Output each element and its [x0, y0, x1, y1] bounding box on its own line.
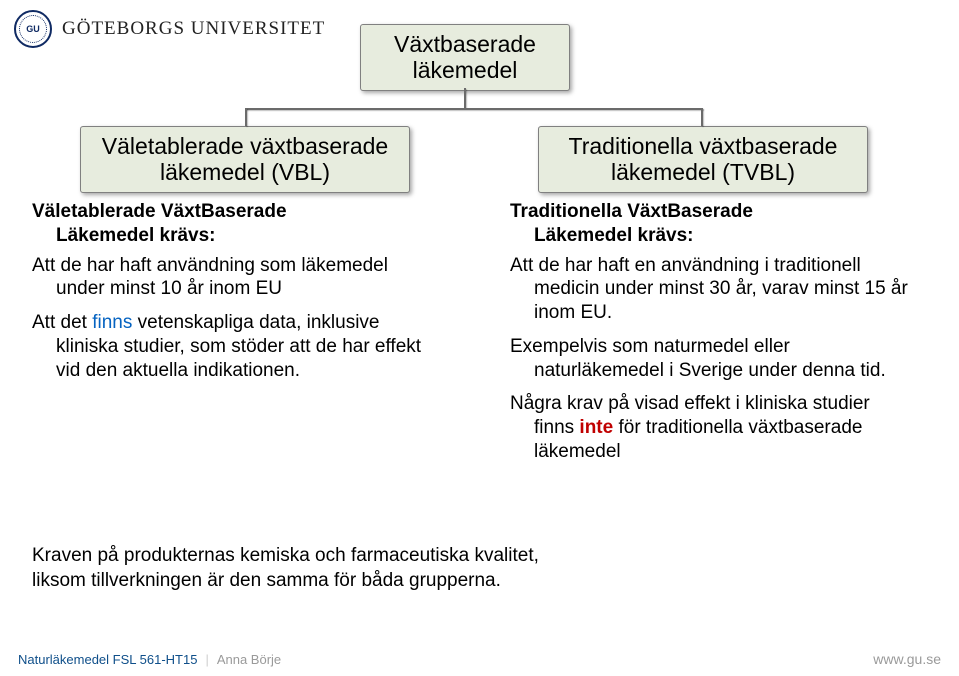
vbl-req-1: Att de har haft användning som läkemedel…	[32, 254, 432, 302]
vbl-req-2: Att det finns vetenskapliga data, inklus…	[32, 311, 432, 382]
vbl-req-2-finns: finns	[92, 312, 132, 333]
bottom-note-l2: liksom tillverkningen är den samma för b…	[32, 570, 501, 591]
diagram-box-tvbl-line2: läkemedel (TVBL)	[553, 159, 853, 185]
diagram-box-root-line1: Växtbaserade	[375, 31, 555, 57]
seal-initials: GU	[26, 24, 40, 34]
tvbl-heading-l1: Traditionella VäxtBaserade	[510, 201, 753, 222]
diagram-box-vbl-line1: Väletablerade växtbaserade	[95, 133, 395, 159]
diagram-box-root-line2: läkemedel	[375, 57, 555, 83]
tvbl-description: Traditionella VäxtBaserade Läkemedel krä…	[510, 200, 910, 474]
diagram-box-tvbl-line1: Traditionella växtbaserade	[553, 133, 853, 159]
diagram-box-vbl-line2: läkemedel (VBL)	[95, 159, 395, 185]
connector-line	[701, 108, 703, 126]
institution-name: GÖTEBORGS UNIVERSITET	[62, 18, 325, 40]
vbl-heading-l1: Väletablerade VäxtBaserade	[32, 201, 287, 222]
tvbl-heading-l2: Läkemedel krävs:	[534, 225, 694, 246]
vbl-req-2-pre: Att det	[32, 312, 92, 333]
footer-course: Naturläkemedel FSL 561-HT15	[18, 652, 197, 667]
university-seal-icon: GU	[14, 10, 52, 48]
bottom-note-l1: Kraven på produkternas kemiska och farma…	[32, 545, 539, 566]
bottom-note: Kraven på produkternas kemiska och farma…	[32, 544, 792, 593]
footer-separator: |	[205, 652, 208, 667]
tvbl-req-1: Att de har haft en användning i traditio…	[510, 254, 910, 325]
footer: Naturläkemedel FSL 561-HT15 | Anna Börje…	[0, 642, 959, 676]
footer-author: Anna Börje	[217, 652, 281, 667]
diagram-box-vbl: Väletablerade växtbaserade läkemedel (VB…	[80, 126, 410, 193]
tvbl-req-3: Några krav på visad effekt i kliniska st…	[510, 392, 910, 463]
tvbl-req-3-inte: inte	[579, 417, 613, 438]
connector-line	[245, 108, 247, 126]
connector-line	[245, 108, 703, 110]
connector-line	[464, 88, 466, 108]
vbl-heading-l2: Läkemedel krävs:	[56, 225, 216, 246]
vbl-heading: Väletablerade VäxtBaserade Läkemedel krä…	[32, 200, 432, 248]
tvbl-heading: Traditionella VäxtBaserade Läkemedel krä…	[510, 200, 910, 248]
vbl-description: Väletablerade VäxtBaserade Läkemedel krä…	[32, 200, 432, 392]
tvbl-req-2: Exempelvis som naturmedel eller naturläk…	[510, 335, 910, 383]
footer-url: www.gu.se	[873, 651, 941, 667]
diagram-box-tvbl: Traditionella växtbaserade läkemedel (TV…	[538, 126, 868, 193]
diagram-box-root: Växtbaserade läkemedel	[360, 24, 570, 91]
